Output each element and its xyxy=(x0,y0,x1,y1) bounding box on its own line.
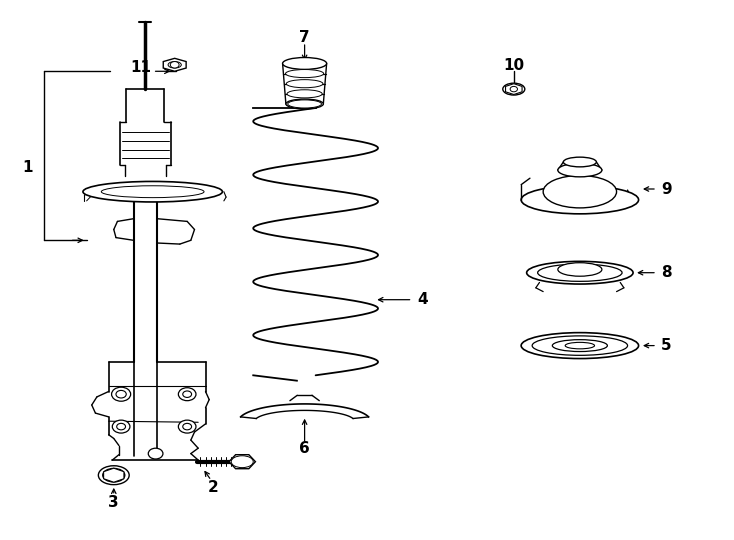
Circle shape xyxy=(183,423,192,430)
Circle shape xyxy=(183,391,192,397)
Ellipse shape xyxy=(98,465,129,485)
Ellipse shape xyxy=(286,99,323,109)
Ellipse shape xyxy=(543,176,617,208)
Text: 8: 8 xyxy=(661,265,672,280)
Circle shape xyxy=(112,387,131,401)
Text: 3: 3 xyxy=(109,495,119,510)
Ellipse shape xyxy=(553,340,608,352)
Circle shape xyxy=(148,448,163,459)
Ellipse shape xyxy=(537,264,622,281)
Text: 6: 6 xyxy=(299,441,310,456)
Ellipse shape xyxy=(521,186,639,214)
Circle shape xyxy=(112,420,130,433)
Ellipse shape xyxy=(168,62,181,68)
Circle shape xyxy=(117,423,126,430)
Text: 4: 4 xyxy=(418,292,428,307)
Text: 11: 11 xyxy=(131,60,151,75)
Text: 1: 1 xyxy=(23,160,33,175)
Ellipse shape xyxy=(286,70,324,78)
Ellipse shape xyxy=(526,261,633,284)
Ellipse shape xyxy=(503,83,525,95)
Text: 2: 2 xyxy=(208,480,218,495)
Circle shape xyxy=(178,388,196,401)
Text: 7: 7 xyxy=(299,30,310,45)
Ellipse shape xyxy=(103,468,125,482)
Circle shape xyxy=(170,62,179,68)
Ellipse shape xyxy=(287,90,322,98)
Polygon shape xyxy=(506,84,522,94)
Ellipse shape xyxy=(288,100,321,108)
Ellipse shape xyxy=(558,163,602,177)
Circle shape xyxy=(116,390,126,398)
Ellipse shape xyxy=(521,333,639,359)
Ellipse shape xyxy=(231,456,253,468)
Ellipse shape xyxy=(532,336,628,355)
Polygon shape xyxy=(163,58,186,71)
Text: 9: 9 xyxy=(661,181,672,197)
Polygon shape xyxy=(229,455,255,469)
Ellipse shape xyxy=(101,186,204,198)
Circle shape xyxy=(510,86,517,92)
Ellipse shape xyxy=(83,181,222,202)
Circle shape xyxy=(178,420,196,433)
Polygon shape xyxy=(103,468,124,482)
Ellipse shape xyxy=(283,57,327,70)
Ellipse shape xyxy=(286,79,323,87)
Ellipse shape xyxy=(558,262,602,276)
Text: 10: 10 xyxy=(504,58,524,73)
Text: 5: 5 xyxy=(661,338,672,353)
Ellipse shape xyxy=(564,157,596,167)
Ellipse shape xyxy=(565,342,595,349)
